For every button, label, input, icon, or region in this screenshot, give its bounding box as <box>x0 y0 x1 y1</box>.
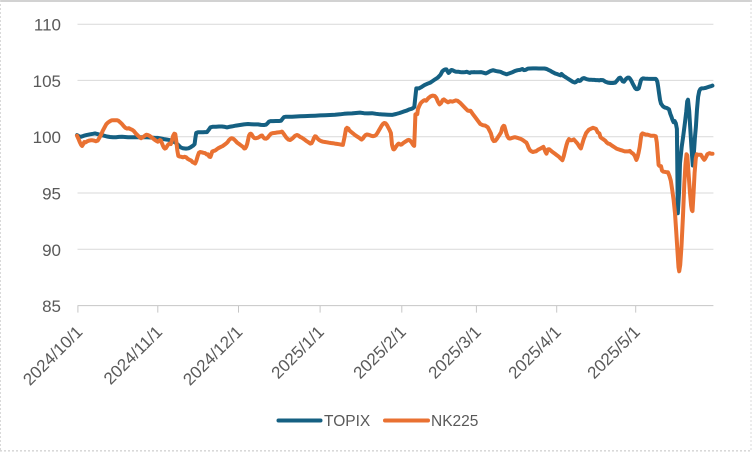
svg-text:95: 95 <box>42 185 61 204</box>
svg-text:110: 110 <box>34 16 61 35</box>
svg-text:90: 90 <box>42 241 61 260</box>
svg-text:85: 85 <box>42 297 61 316</box>
svg-text:105: 105 <box>33 72 61 91</box>
svg-text:100: 100 <box>33 128 61 147</box>
